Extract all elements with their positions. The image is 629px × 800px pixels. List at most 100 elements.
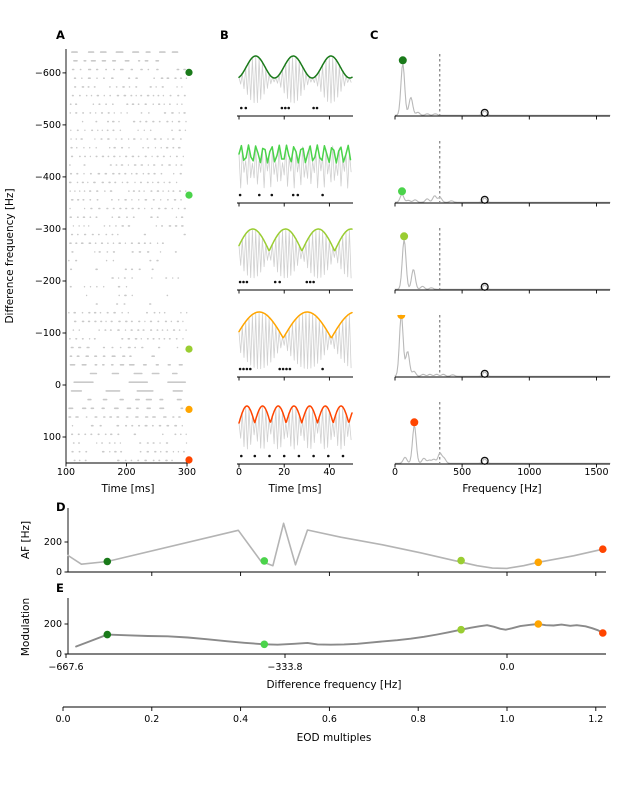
raster-dash <box>115 225 117 227</box>
panel-c-x-axis-title: Frequency [Hz] <box>462 483 541 495</box>
raster-dash <box>118 320 121 323</box>
raster-dash <box>146 181 149 184</box>
raster-dash <box>80 242 84 244</box>
raster-dash <box>146 138 149 140</box>
raster-dash <box>89 172 92 175</box>
raster-dash <box>73 60 78 62</box>
raster-dash <box>107 112 110 114</box>
raster-dash <box>103 285 105 288</box>
raster-dash <box>111 233 114 236</box>
raster-dash <box>103 225 106 227</box>
spike-dot <box>249 367 252 371</box>
raster-dash <box>111 216 114 218</box>
envelope-line <box>238 311 353 339</box>
raster-dash <box>105 259 108 262</box>
envelope-line <box>238 405 353 424</box>
raster-dash <box>89 146 91 149</box>
raster-dash <box>141 346 144 349</box>
spike-dot <box>312 280 315 284</box>
spike-dot <box>270 193 274 197</box>
raster-dash <box>117 216 121 218</box>
raster-dash <box>81 320 85 323</box>
raster-dash <box>178 329 181 331</box>
raster-dash <box>111 346 114 349</box>
raster-dash <box>81 181 84 184</box>
raster-dash <box>176 103 178 105</box>
spike-dot <box>273 280 277 284</box>
raster-dash <box>169 94 172 97</box>
raster-dash <box>96 77 98 79</box>
raster-dash <box>94 364 98 366</box>
spike-dot <box>312 454 315 458</box>
raster-dash <box>109 416 113 418</box>
raster-dash <box>110 433 113 436</box>
spectrum-line <box>394 63 611 116</box>
raster-dash <box>166 77 170 79</box>
raster-dash <box>166 424 170 427</box>
raster-dash <box>87 68 92 71</box>
modulation-dot <box>457 625 465 634</box>
raster-dash <box>113 112 115 114</box>
spike-dot <box>278 280 282 284</box>
raster-dash <box>77 199 80 201</box>
raster-dash <box>159 407 165 410</box>
raster-dash <box>78 450 81 453</box>
raster-dash <box>70 129 72 132</box>
carrier-wave <box>238 406 352 450</box>
raster-dash <box>74 86 77 88</box>
spike-dot <box>315 106 319 110</box>
raster-dash <box>127 225 131 227</box>
raster-dash <box>158 311 161 314</box>
raster-dash <box>172 329 176 331</box>
raster-dash <box>89 190 92 192</box>
raster-dash <box>82 112 85 114</box>
raster-dash <box>151 372 160 375</box>
panel-a-x-axis-title: Time [ms] <box>101 483 155 495</box>
raster-dash <box>126 407 132 410</box>
spike-dot <box>296 193 300 197</box>
raster-dash <box>73 320 77 323</box>
peak-marker <box>410 418 419 427</box>
raster-dash <box>75 112 78 114</box>
panel-b-letter: B <box>220 28 229 42</box>
raster-dash <box>165 459 168 462</box>
raster-dash <box>177 277 180 279</box>
raster-dash <box>100 242 104 244</box>
raster-dash <box>143 233 147 236</box>
raster-dash <box>105 68 108 71</box>
raster-dash <box>76 216 79 218</box>
raster-dash <box>166 294 169 297</box>
raster-dash <box>95 155 98 158</box>
raster-dash <box>100 138 103 140</box>
raster-dash <box>109 86 111 88</box>
raster-dash <box>156 68 159 71</box>
raster-dash <box>77 433 80 436</box>
raster-dash <box>153 172 156 175</box>
raster-dash <box>156 190 160 192</box>
raster-dash <box>181 424 183 427</box>
raster-highlight-marker <box>185 191 193 199</box>
raster-dash <box>90 94 93 97</box>
spike-dot <box>238 367 242 371</box>
raster-dash <box>171 51 179 53</box>
raster-dash <box>109 450 111 453</box>
raster-dash <box>124 242 127 244</box>
raster-dash <box>91 233 94 236</box>
raster-dash <box>167 381 186 383</box>
raster-dash <box>112 60 117 62</box>
raster-dash <box>158 424 162 427</box>
spike-dot <box>321 367 324 371</box>
raster-dash <box>177 450 180 453</box>
x-tick-label: 1.0 <box>499 714 514 725</box>
raster-dash <box>175 338 178 340</box>
raster-dash <box>133 372 143 375</box>
raster-dash <box>163 338 166 340</box>
x-tick-label: 0 <box>392 467 398 478</box>
raster-dash <box>128 86 131 88</box>
raster-dash <box>120 138 123 140</box>
raster-dash <box>137 103 140 105</box>
raster-dash <box>132 216 135 218</box>
raster-dash <box>96 199 99 201</box>
raster-dash <box>85 94 88 97</box>
